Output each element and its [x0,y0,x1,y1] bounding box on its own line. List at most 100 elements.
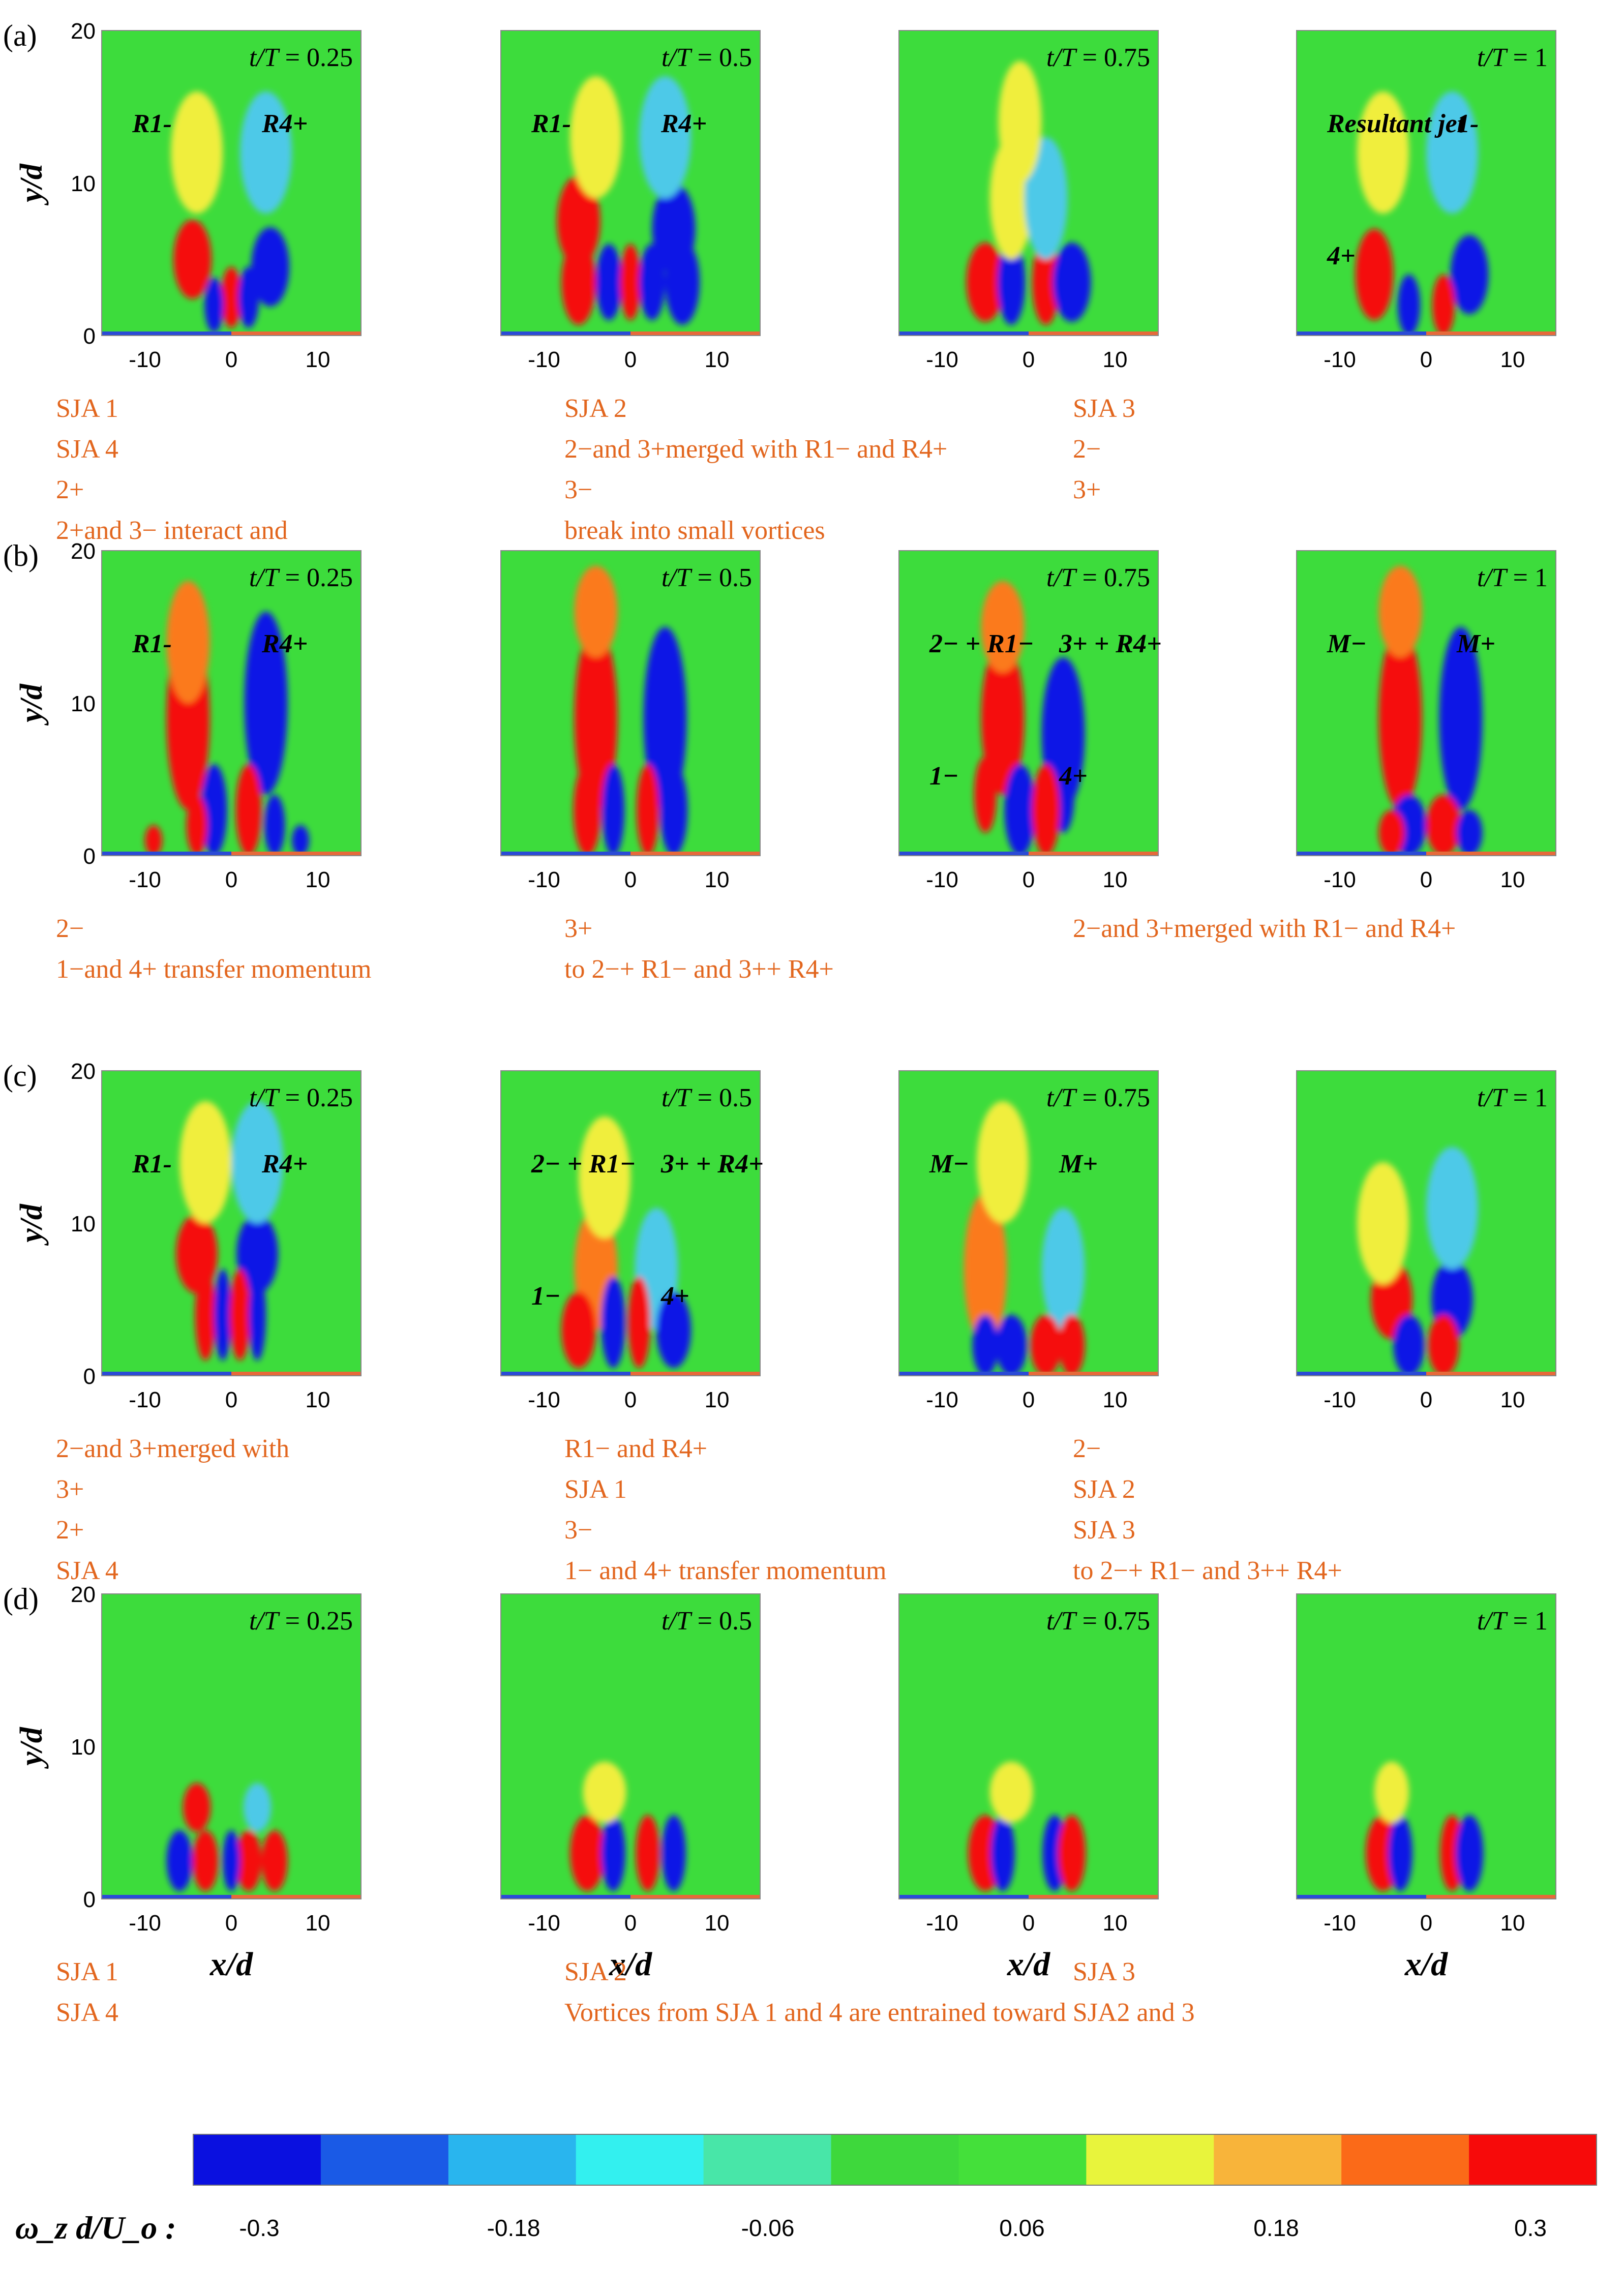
panel-background [102,551,361,856]
vortex-blob [223,1830,240,1891]
vortex-blob [166,581,210,703]
vortex-blob [570,76,622,198]
vortex-blob [659,764,688,856]
annotation-text: 3+ [56,1475,84,1504]
vortex-blob [1378,627,1422,810]
colorbar-segment [958,2134,1087,2185]
annotation-text: 3+ [564,914,592,943]
annotations: SJA 1 SJA 2 SJA 3 SJA 4 2−and 3+merged with … [56,394,1135,545]
x-tick-label: 0 [624,867,637,892]
vortex-blob [145,825,162,856]
vortex-label: 4+ [1059,762,1088,791]
vortex-blob [643,627,687,810]
vortex-blob [240,92,292,214]
x-axis-label: x/d [209,1946,253,1983]
time-label: t/T = 0.25 [249,563,353,592]
vortex-blob [1378,566,1422,657]
panel-frame [1296,1070,1556,1376]
vortex-blob [1393,1315,1425,1376]
colorbar-frame [193,2134,1597,2186]
panel: t/T = 1 -10 0 10 [1296,1070,1556,1412]
vortex-blob [1439,627,1483,810]
y-axis-label: y/d [14,163,49,206]
x-tick-label: -10 [129,347,161,372]
vortex-blob [601,1277,625,1368]
x-tick-label: 0 [225,1911,237,1936]
vortex-label: Resultant jet [1327,109,1465,138]
vortex-blob [1432,275,1455,336]
y-tick-label: 10 [71,1735,96,1760]
vortex-blob [1426,92,1478,214]
x-tick-label: 10 [1500,1911,1525,1936]
vortex-label: M− [1327,629,1367,658]
panel-frame [500,1070,761,1376]
panel: t/T = 0.75 -10 0 10 M− M+ [898,1070,1159,1412]
vortex-blob [601,1815,625,1891]
x-tick-label: -10 [1324,347,1356,372]
x-tick-label: -10 [1324,1387,1356,1412]
x-tick-label: 0 [1420,1911,1432,1936]
vortex-blob [574,627,618,810]
vortex-blob [639,244,665,320]
annotation-text: SJA 4 [56,435,118,464]
vortex-blob [964,1193,1007,1345]
vortex-blob [1032,239,1060,325]
vortex-blob [292,825,309,856]
annotation-text: 3+ [1073,475,1101,504]
colorbar-tick-label: -0.18 [487,2215,540,2241]
vortex-blob [665,239,700,325]
y-tick-label: 0 [83,1364,96,1389]
vortex-blob [1428,1315,1459,1376]
panel-background [1297,1071,1556,1376]
x-tick-label: 0 [1420,867,1432,892]
time-label: t/T = 0.5 [661,1607,752,1636]
annotations: 2− 3+ 2−and 3+merged with R1− and R4+ 1−and… [56,914,1456,984]
x-tick-label: 10 [1500,1387,1525,1412]
x-tick-label: 0 [624,347,637,372]
panel-frame [500,30,761,336]
vortex-blob [1455,1815,1484,1891]
y-tick-label: 0 [83,324,96,349]
annotation-text: Vortices from SJA 1 and 4 are entrained … [564,1998,1195,2027]
x-tick-label: -10 [129,1387,161,1412]
vortex-label: R4+ [261,109,308,138]
vortex-blob [179,1101,231,1223]
vortex-blob [195,1269,216,1361]
panel: t/T = 0.25 -10 0 10 0 10 20 y/d R1- R4+ [14,539,362,892]
vortex-blob [1030,1315,1062,1376]
panel-frame [101,30,362,336]
row-label: (a) [3,19,37,52]
time-label: t/T = 1 [1477,43,1548,72]
panel-frame [500,550,761,856]
time-label: t/T = 0.75 [1046,1083,1150,1112]
annotation-text: 2+and 3− interact and [56,516,288,545]
vortex-blob [561,1292,596,1368]
vortex-blob [235,1830,262,1891]
panel-frame [101,1070,362,1376]
x-tick-label: 0 [225,867,237,892]
x-tick-label: 10 [705,1387,730,1412]
x-tick-label: 10 [306,1911,330,1936]
panel: t/T = 0.5 -10 0 10 [500,550,761,892]
panel-background [1297,551,1556,856]
panel-background [1297,31,1556,336]
vortex-blob [231,1101,283,1223]
vortex-label: R1- [132,629,172,658]
vortex-label: 1− [929,762,959,791]
colorbar: ω_z d/U_o : -0.3 -0.18 -0.06 0.06 0.18 0.3 [15,2134,1597,2246]
x-tick-label: -10 [528,867,560,892]
annotation-text: 2− [1073,1434,1101,1463]
annotation-text: 2−and 3+merged with R1− and R4+ [1073,914,1456,943]
vortex-blob [656,1292,691,1368]
panel-frame [898,30,1159,336]
x-tick-label: 0 [1420,1387,1432,1412]
x-tick-label: 0 [624,1387,637,1412]
annotation-text: SJA 1 [56,394,118,423]
colorbar-segment [448,2134,577,2185]
annotation-text: 2− [56,914,84,943]
vortex-blob [996,1315,1027,1376]
row-label: (c) [3,1059,37,1093]
vortex-blob [561,239,596,325]
